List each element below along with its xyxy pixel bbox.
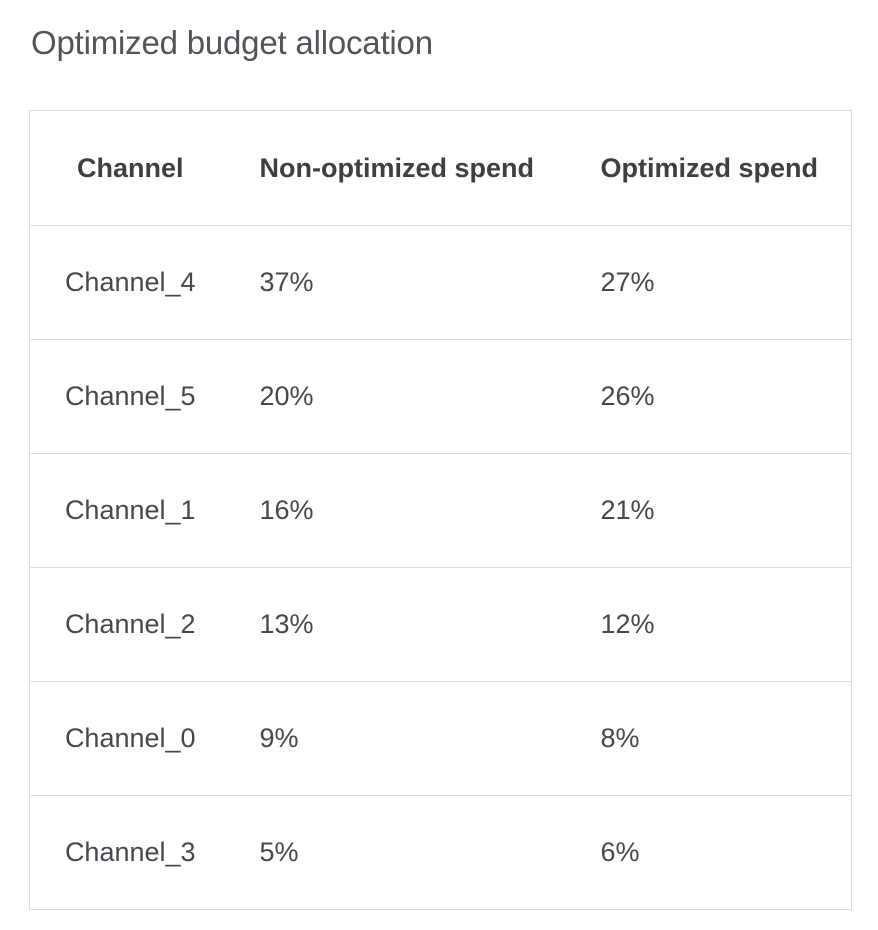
optimized-spend-value: 8% (600, 723, 640, 753)
channel-name: Channel_2 (64, 609, 196, 639)
table-header-row: Channel Non-optimized spend Optimized sp… (30, 111, 852, 226)
column-header-optimized-spend: Optimized spend (600, 152, 819, 183)
table-row: Channel_1 16% 21% (29, 453, 852, 568)
budget-allocation-table: Channel Non-optimized spend Optimized sp… (29, 110, 852, 910)
column-header-non-optimized-spend: Non-optimized spend (259, 152, 534, 183)
table-row: Channel_2 13% 12% (29, 567, 852, 682)
optimized-spend-value: 12% (600, 609, 655, 639)
channel-name: Channel_3 (64, 837, 196, 867)
non-optimized-spend-value: 16% (259, 495, 314, 525)
table-row: Channel_0 9% 8% (29, 681, 852, 796)
column-header-channel: Channel (76, 152, 184, 183)
optimized-spend-value: 6% (600, 837, 640, 867)
non-optimized-spend-value: 37% (259, 267, 314, 297)
channel-name: Channel_4 (64, 267, 196, 297)
optimized-spend-value: 27% (600, 267, 655, 297)
optimized-spend-value: 26% (600, 381, 655, 411)
non-optimized-spend-value: 20% (259, 381, 314, 411)
non-optimized-spend-value: 9% (259, 723, 299, 753)
non-optimized-spend-value: 5% (259, 837, 299, 867)
channel-name: Channel_1 (64, 495, 196, 525)
table-row: Channel_4 37% 27% (29, 225, 852, 340)
optimized-spend-value: 21% (600, 495, 655, 525)
non-optimized-spend-value: 13% (259, 609, 314, 639)
channel-name: Channel_0 (64, 723, 196, 753)
channel-name: Channel_5 (64, 381, 196, 411)
table-row: Channel_5 20% 26% (29, 339, 852, 454)
table-row: Channel_3 5% 6% (29, 795, 852, 910)
page-title: Optimized budget allocation (31, 24, 433, 61)
